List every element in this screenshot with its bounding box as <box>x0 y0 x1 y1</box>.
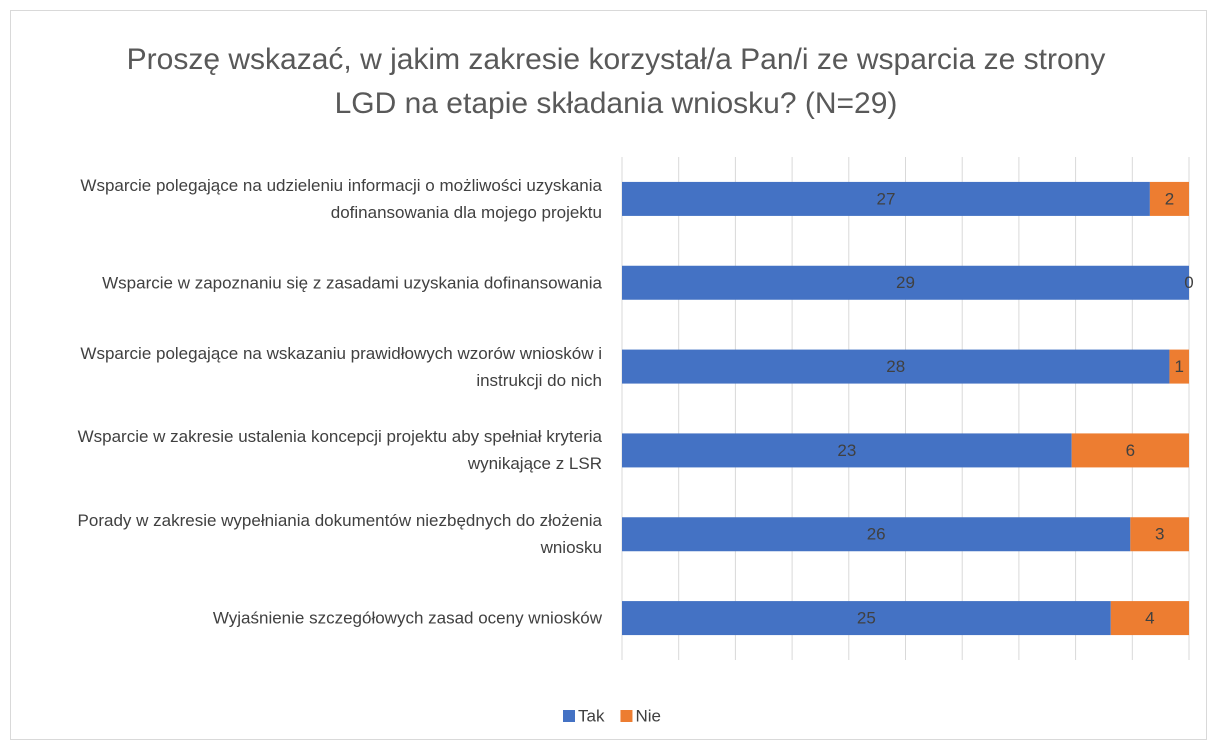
category-label: Wyjaśnienie szczegółowych zasad oceny wn… <box>212 608 602 628</box>
bar-segment <box>622 517 1131 552</box>
legend-label: Tak <box>578 706 605 725</box>
data-label: 23 <box>837 441 856 460</box>
category-label: Porady w zakresie wypełniania dokumentów… <box>77 511 602 558</box>
bar-segment <box>622 349 1170 384</box>
data-label: 25 <box>857 609 876 628</box>
bar-segment <box>622 265 1189 300</box>
data-label: 0 <box>1184 273 1193 292</box>
category-label: Wsparcie w zapoznaniu się z zasadami uzy… <box>102 273 602 293</box>
bar-segment <box>622 601 1111 636</box>
data-label: 4 <box>1145 609 1154 628</box>
chart-title: Proszę wskazać, w jakim zakresie korzyst… <box>126 43 1106 120</box>
data-label: 26 <box>867 525 886 544</box>
bar-segment <box>622 433 1072 468</box>
data-label: 27 <box>876 189 895 208</box>
legend-swatch <box>620 710 633 722</box>
data-label: 28 <box>886 357 905 376</box>
bar-segment <box>1169 349 1189 384</box>
category-label: Wsparcie w zakresie ustalenia koncepcji … <box>77 427 602 474</box>
data-label: 1 <box>1174 357 1183 376</box>
category-label: Wsparcie polegające na wskazaniu prawidł… <box>80 343 602 390</box>
chart-frame <box>10 10 1207 740</box>
data-label: 2 <box>1165 189 1174 208</box>
data-label: 3 <box>1155 525 1164 544</box>
legend-swatch <box>563 710 575 722</box>
legend-label: Nie <box>635 706 661 725</box>
data-label: 6 <box>1126 441 1135 460</box>
category-label: Wsparcie polegające na udzieleniu inform… <box>80 175 602 222</box>
bar-segment <box>1149 181 1189 216</box>
bar-segment <box>622 181 1150 216</box>
bar-segment <box>1071 433 1189 468</box>
bar-segment <box>1110 601 1189 636</box>
data-label: 29 <box>896 273 915 292</box>
bar-segment <box>1130 517 1189 552</box>
